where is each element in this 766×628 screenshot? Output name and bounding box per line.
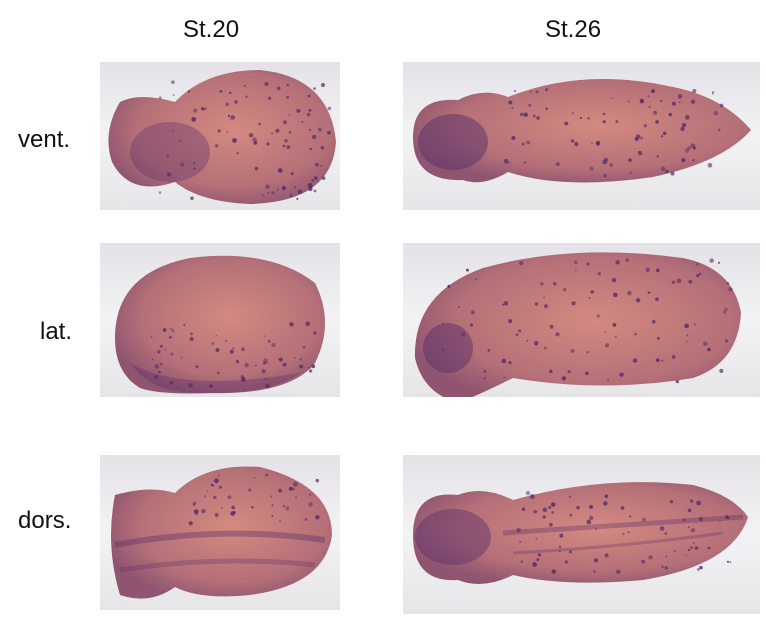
row-label-dorsal: dors. [18, 507, 72, 534]
embryo-image-st26-dorsal [403, 455, 760, 614]
embryo-image-st20-ventral [100, 62, 340, 210]
embryo-image-st20-lateral [100, 243, 340, 397]
row-label-lateral: lat. [40, 318, 73, 345]
column-header-st20: St.20 [183, 16, 240, 43]
embryo-image-st20-dorsal [100, 455, 340, 610]
embryo-image-st26-ventral [403, 62, 760, 210]
embryo-image-st26-lateral [403, 243, 760, 397]
column-header-st26: St.26 [545, 16, 602, 43]
row-label-ventral: vent. [18, 126, 71, 153]
